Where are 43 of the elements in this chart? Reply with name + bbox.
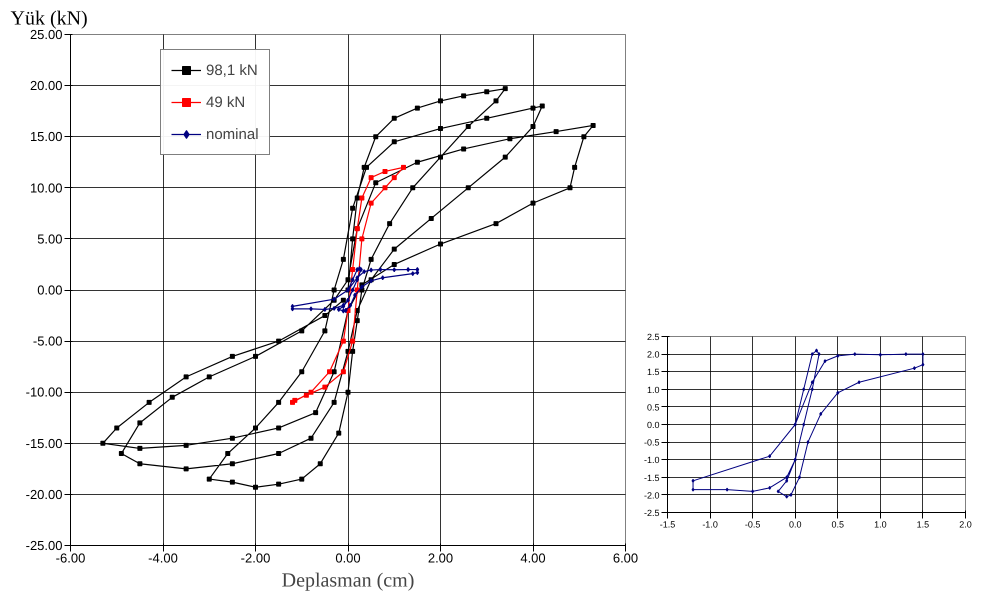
- legend-label: 98,1 kN: [206, 62, 258, 78]
- x-tick-label: 2.0: [959, 520, 972, 530]
- x-tick-label: -6.00: [56, 550, 86, 566]
- y-tick-label: 2.0: [646, 350, 660, 360]
- x-tick-label: -1.5: [660, 520, 676, 530]
- y-tick-label: 25.00: [30, 27, 63, 42]
- x-tick-label: 4.00: [520, 550, 546, 566]
- legend-label: nominal: [206, 126, 259, 142]
- x-tick-label: 0.0: [788, 520, 802, 530]
- x-tick-label: -0.5: [744, 520, 760, 530]
- x-tick-label: -4.00: [148, 550, 178, 566]
- y-tick-label: -2.5: [644, 508, 660, 518]
- y-tick-label: -0.5: [644, 438, 660, 448]
- x-tick-label: 2.00: [428, 550, 454, 566]
- y-tick-label: -5.00: [32, 334, 63, 349]
- x-tick-label: -1.0: [702, 520, 718, 530]
- y-tick-label: -1.5: [644, 472, 660, 483]
- y-tick-label: 2.5: [646, 332, 660, 342]
- x-tick-label: 0.5: [832, 520, 844, 530]
- y-tick-label: 0.5: [646, 402, 660, 412]
- x-tick-label: 1.0: [874, 520, 887, 530]
- line-series: [692, 348, 924, 499]
- x-tick-label: 1.5: [916, 520, 930, 530]
- y-tick-label: 0.00: [37, 282, 63, 298]
- y-tick-label: -20.00: [26, 486, 63, 502]
- y-tick-label: 1.5: [646, 367, 660, 378]
- y-tick-label: -2.0: [644, 490, 660, 500]
- y-axis-title: Yük (kN): [10, 8, 88, 30]
- y-tick-label: 15.00: [30, 129, 63, 144]
- y-tick-label: -1.0: [644, 455, 660, 466]
- x-axis-title: Deplasman (cm): [282, 570, 414, 592]
- legend-label: 49 kN: [206, 94, 246, 110]
- y-tick-label: -10.00: [26, 384, 63, 400]
- y-tick-label: -15.00: [26, 436, 63, 451]
- y-tick-label: 1.0: [646, 384, 660, 395]
- y-tick-label: 0.0: [646, 420, 660, 430]
- x-tick-label: 6.00: [612, 550, 638, 566]
- y-tick-label: 20.00: [30, 78, 63, 94]
- y-tick-label: -25.00: [26, 538, 63, 553]
- y-tick-label: 5.00: [37, 231, 63, 246]
- x-tick-label: -2.00: [240, 550, 270, 566]
- x-tick-label: 0.00: [335, 550, 361, 566]
- y-tick-label: 10.00: [30, 180, 63, 196]
